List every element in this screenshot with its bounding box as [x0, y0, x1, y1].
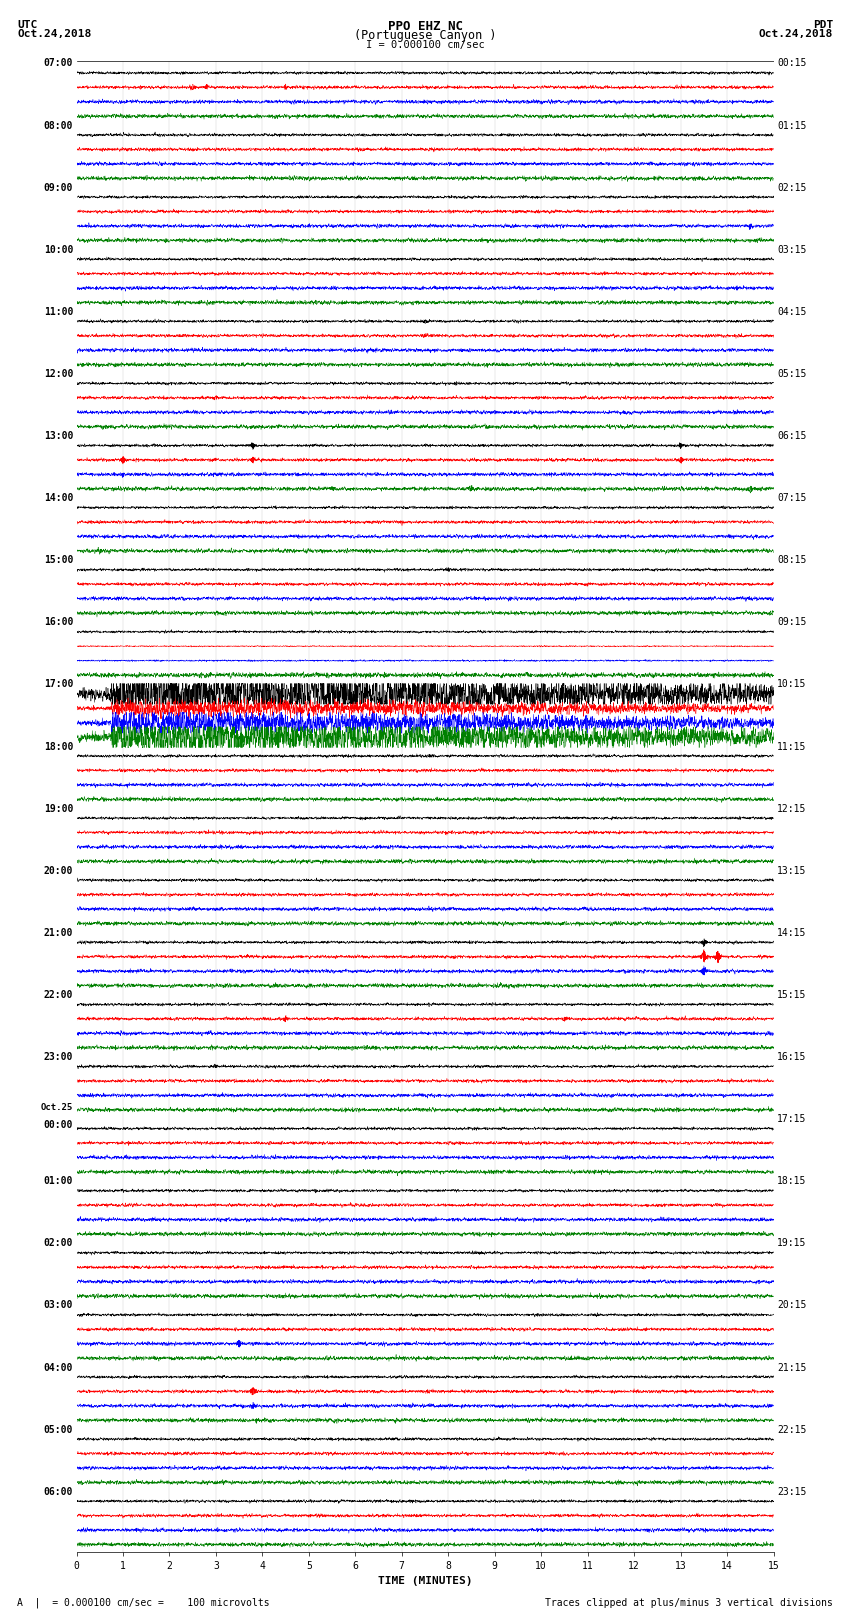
- Text: 21:00: 21:00: [43, 927, 73, 937]
- Text: 04:00: 04:00: [43, 1363, 73, 1373]
- Text: Oct.24,2018: Oct.24,2018: [759, 29, 833, 39]
- Text: 08:15: 08:15: [777, 555, 807, 565]
- Text: UTC: UTC: [17, 19, 37, 31]
- Text: 10:15: 10:15: [777, 679, 807, 689]
- Text: 20:00: 20:00: [43, 866, 73, 876]
- Text: PPO EHZ NC: PPO EHZ NC: [388, 19, 462, 34]
- Text: 11:15: 11:15: [777, 742, 807, 752]
- Text: 22:15: 22:15: [777, 1424, 807, 1434]
- Text: 13:15: 13:15: [777, 866, 807, 876]
- Text: 06:00: 06:00: [43, 1487, 73, 1497]
- Text: 22:00: 22:00: [43, 990, 73, 1000]
- Text: 02:00: 02:00: [43, 1239, 73, 1248]
- Text: 11:00: 11:00: [43, 306, 73, 316]
- Text: 17:15: 17:15: [777, 1115, 807, 1124]
- Text: 20:15: 20:15: [777, 1300, 807, 1310]
- Text: 03:00: 03:00: [43, 1300, 73, 1310]
- Text: 00:15: 00:15: [777, 58, 807, 68]
- Text: 18:15: 18:15: [777, 1176, 807, 1186]
- Text: Oct.24,2018: Oct.24,2018: [17, 29, 91, 39]
- Text: A  |  = 0.000100 cm/sec =    100 microvolts: A | = 0.000100 cm/sec = 100 microvolts: [17, 1597, 269, 1608]
- Text: Traces clipped at plus/minus 3 vertical divisions: Traces clipped at plus/minus 3 vertical …: [545, 1598, 833, 1608]
- Text: 04:15: 04:15: [777, 306, 807, 316]
- Text: 12:00: 12:00: [43, 369, 73, 379]
- Text: I = 0.000100 cm/sec: I = 0.000100 cm/sec: [366, 40, 484, 50]
- Text: 18:00: 18:00: [43, 742, 73, 752]
- Text: 19:15: 19:15: [777, 1239, 807, 1248]
- Text: 12:15: 12:15: [777, 803, 807, 813]
- Text: 21:15: 21:15: [777, 1363, 807, 1373]
- Text: PDT: PDT: [813, 19, 833, 31]
- Text: 23:15: 23:15: [777, 1487, 807, 1497]
- Text: 17:00: 17:00: [43, 679, 73, 689]
- Text: 05:15: 05:15: [777, 369, 807, 379]
- Text: 07:15: 07:15: [777, 494, 807, 503]
- Text: 14:00: 14:00: [43, 494, 73, 503]
- Text: 10:00: 10:00: [43, 245, 73, 255]
- Text: 16:15: 16:15: [777, 1052, 807, 1061]
- Text: 07:00: 07:00: [43, 58, 73, 68]
- Text: (Portuguese Canyon ): (Portuguese Canyon ): [354, 29, 496, 42]
- Text: 00:00: 00:00: [43, 1119, 73, 1131]
- Text: Oct.25: Oct.25: [41, 1103, 73, 1111]
- Text: 16:00: 16:00: [43, 618, 73, 627]
- Text: 19:00: 19:00: [43, 803, 73, 813]
- Text: 23:00: 23:00: [43, 1052, 73, 1061]
- Text: 13:00: 13:00: [43, 431, 73, 440]
- Text: 05:00: 05:00: [43, 1424, 73, 1434]
- Text: 09:15: 09:15: [777, 618, 807, 627]
- Text: 01:15: 01:15: [777, 121, 807, 131]
- Text: 15:15: 15:15: [777, 990, 807, 1000]
- Text: 01:00: 01:00: [43, 1176, 73, 1186]
- Text: 15:00: 15:00: [43, 555, 73, 565]
- Text: 09:00: 09:00: [43, 182, 73, 192]
- Text: 14:15: 14:15: [777, 927, 807, 937]
- Text: 02:15: 02:15: [777, 182, 807, 192]
- X-axis label: TIME (MINUTES): TIME (MINUTES): [377, 1576, 473, 1586]
- Text: 08:00: 08:00: [43, 121, 73, 131]
- Text: 06:15: 06:15: [777, 431, 807, 440]
- Text: 03:15: 03:15: [777, 245, 807, 255]
